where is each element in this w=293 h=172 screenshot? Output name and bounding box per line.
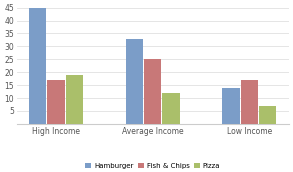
Bar <box>66 75 83 124</box>
Bar <box>47 80 65 124</box>
Bar <box>241 80 258 124</box>
Bar <box>259 106 277 124</box>
Bar <box>162 93 180 124</box>
Bar <box>144 59 161 124</box>
Bar <box>29 8 47 124</box>
Bar <box>222 88 240 124</box>
Legend: Hamburger, Fish & Chips, Pizza: Hamburger, Fish & Chips, Pizza <box>82 160 223 171</box>
Bar <box>126 39 143 124</box>
